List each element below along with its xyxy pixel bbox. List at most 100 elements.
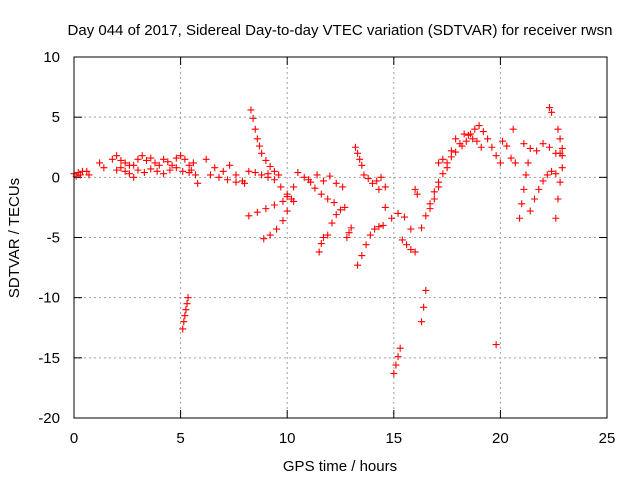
data-point (548, 108, 556, 116)
data-point (347, 224, 355, 232)
data-point (226, 161, 234, 169)
point-cluster (516, 159, 532, 222)
point-cluster (492, 341, 500, 349)
data-point (121, 159, 129, 167)
data-point (337, 206, 344, 214)
data-point (183, 300, 191, 308)
data-point (452, 135, 460, 143)
data-point (180, 318, 188, 326)
data-point (266, 231, 274, 239)
data-point (418, 318, 426, 326)
data-point (262, 205, 270, 213)
data-point (545, 143, 553, 151)
data-point (172, 154, 180, 162)
data-point (477, 143, 485, 151)
data-point (443, 164, 451, 172)
point-cluster (509, 125, 517, 133)
data-point (279, 217, 287, 225)
data-point (251, 169, 259, 177)
data-point (469, 135, 477, 143)
data-point (411, 185, 419, 193)
point-cluster (324, 203, 349, 239)
data-point (394, 209, 402, 217)
data-point (311, 184, 319, 192)
data-point (439, 155, 447, 163)
data-point (343, 234, 351, 241)
data-point (253, 208, 261, 216)
data-point (332, 179, 340, 187)
point-cluster (552, 164, 566, 222)
data-point (179, 325, 187, 333)
data-point (375, 223, 383, 231)
data-point (253, 135, 261, 143)
data-point (113, 152, 121, 160)
data-point (155, 161, 163, 169)
y-tick-label: -5 (47, 230, 60, 247)
data-point (317, 240, 325, 248)
data-point (422, 212, 430, 220)
data-point (251, 125, 259, 133)
point-cluster (83, 167, 93, 179)
data-point (407, 225, 415, 233)
data-point (232, 171, 240, 179)
data-point (224, 176, 232, 184)
data-point (499, 137, 507, 145)
point-cluster (458, 122, 504, 167)
data-point (290, 183, 298, 191)
data-point (166, 166, 174, 174)
y-axis-label: SDTVAR / TECUs (6, 178, 23, 298)
data-point (211, 164, 219, 172)
data-point (153, 167, 161, 175)
data-point (247, 106, 255, 114)
data-point (270, 201, 278, 209)
data-point (117, 164, 125, 172)
data-point (354, 149, 362, 157)
y-tick-label: -20 (38, 410, 60, 427)
data-point (181, 155, 189, 163)
data-point (422, 286, 430, 294)
data-point (526, 207, 534, 215)
data-point (270, 176, 278, 184)
data-point (381, 203, 389, 211)
point-cluster (264, 170, 298, 205)
data-point (76, 171, 84, 179)
data-point (552, 170, 560, 178)
data-point (273, 225, 281, 233)
data-point (511, 159, 519, 167)
data-point (475, 122, 483, 130)
data-point (379, 221, 387, 229)
point-cluster (411, 185, 421, 198)
data-point (388, 214, 396, 222)
point-cluster (435, 130, 468, 172)
x-tick-label: 25 (599, 430, 616, 447)
data-point (160, 155, 168, 163)
data-point (426, 205, 434, 213)
data-point (85, 171, 93, 179)
data-point (479, 128, 487, 136)
data-point (360, 171, 368, 179)
point-cluster (398, 236, 419, 256)
data-point (258, 149, 266, 157)
data-point (535, 185, 543, 193)
point-cluster (96, 159, 108, 172)
data-point (241, 179, 249, 187)
data-point (377, 173, 385, 181)
data-point (313, 171, 321, 179)
data-point (354, 261, 362, 269)
data-point (83, 167, 91, 175)
data-point (435, 159, 443, 167)
data-point (151, 159, 159, 167)
point-cluster (351, 143, 366, 169)
data-point (358, 161, 366, 169)
point-cluster (426, 135, 460, 213)
data-point (458, 142, 466, 150)
data-point (317, 190, 325, 198)
point-cluster (113, 164, 138, 181)
data-point (533, 147, 541, 155)
data-point (181, 312, 189, 320)
data-point (330, 199, 338, 207)
data-point (556, 135, 564, 143)
data-point (520, 185, 528, 193)
x-axis-label: GPS time / hours (283, 458, 397, 475)
data-point (249, 114, 257, 122)
